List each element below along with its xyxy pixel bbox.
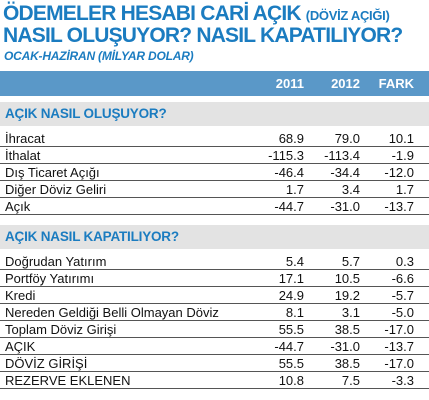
value-2012: -113.4 [324, 148, 360, 163]
value-2012: 19.2 [334, 288, 360, 303]
table-row: DÖVİZ GİRİŞİ 55.5 38.5 -17.0 [0, 356, 429, 372]
row-label: Doğrudan Yatırım [5, 254, 107, 269]
value-2011: 55.5 [278, 322, 304, 337]
table-row: AÇIK -44.7 -31.0 -13.7 [0, 339, 429, 355]
value-2012: 5.7 [341, 254, 360, 269]
value-fark: -17.0 [384, 356, 414, 371]
page-subtitle: OCAK-HAZİRAN (MİLYAR DOLAR) [4, 49, 194, 63]
value-fark: -1.9 [391, 148, 414, 163]
value-2012: -34.4 [330, 165, 360, 180]
value-2012: 7.5 [341, 373, 360, 388]
title-main: ÖDEMELER HESABI CARİ AÇIK [3, 2, 302, 25]
value-2011: 1.7 [285, 182, 304, 197]
row-label: Açık [5, 199, 31, 214]
row-label: Dış Ticaret Açığı [5, 165, 100, 180]
table-row: İthalat -115.3 -113.4 -1.9 [0, 148, 429, 164]
value-2011: 8.1 [285, 305, 304, 320]
value-fark: -13.7 [384, 339, 414, 354]
table-row: Toplam Döviz Girişi 55.5 38.5 -17.0 [0, 322, 429, 338]
row-label: Portföy Yatırımı [5, 271, 95, 286]
section-header-financing: AÇIK NASIL KAPATILIYOR? [0, 225, 429, 249]
column-header-2011: 2011 [275, 76, 304, 91]
table-row: Portföy Yatırımı 17.1 10.5 -6.6 [0, 271, 429, 287]
column-header-fark: FARK [378, 76, 414, 91]
value-fark: -6.6 [391, 271, 414, 286]
table-row: İhracat 68.9 79.0 10.1 [0, 131, 429, 147]
value-fark: 1.7 [395, 182, 414, 197]
page-title-line2: NASIL OLUŞUYOR? NASIL KAPATILIYOR? [3, 24, 403, 47]
value-2011: 10.8 [278, 373, 304, 388]
row-label: İthalat [5, 148, 41, 163]
value-2011: -115.3 [268, 148, 304, 163]
row-label: İhracat [5, 131, 45, 146]
value-2012: 3.4 [341, 182, 360, 197]
table-row: REZERVE EKLENEN 10.8 7.5 -3.3 [0, 373, 429, 389]
title-sub: (DÖVİZ AÇIĞI) [305, 8, 390, 23]
section-title: AÇIK NASIL OLUŞUYOR? [5, 106, 167, 121]
value-2011: -44.7 [274, 199, 304, 214]
table-row: Kredi 24.9 19.2 -5.7 [0, 288, 429, 304]
page-title-line1: ÖDEMELER HESABI CARİ AÇIK (DÖVİZ AÇIĞI) [3, 2, 390, 26]
row-label: Nereden Geldiği Belli Olmayan Döviz [5, 305, 219, 320]
value-fark: -12.0 [384, 165, 414, 180]
value-2012: 10.5 [334, 271, 360, 286]
value-2011: 24.9 [278, 288, 304, 303]
value-2011: 5.4 [285, 254, 304, 269]
column-header-2012: 2012 [331, 76, 360, 91]
value-2012: 38.5 [334, 356, 360, 371]
value-2011: 55.5 [278, 356, 304, 371]
table-row: Açık -44.7 -31.0 -13.7 [0, 199, 429, 215]
value-2012: 79.0 [334, 131, 360, 146]
section-title: AÇIK NASIL KAPATILIYOR? [5, 229, 179, 244]
value-fark: 10.1 [388, 131, 414, 146]
value-2012: 38.5 [334, 322, 360, 337]
value-fark: -5.7 [391, 288, 414, 303]
value-fark: 0.3 [395, 254, 414, 269]
row-label: DÖVİZ GİRİŞİ [5, 356, 88, 371]
table-row: Doğrudan Yatırım 5.4 5.7 0.3 [0, 254, 429, 270]
row-label: REZERVE EKLENEN [5, 373, 131, 388]
value-fark: -5.0 [391, 305, 414, 320]
row-label: Kredi [5, 288, 36, 303]
value-fark: -3.3 [391, 373, 414, 388]
section-header-deficit: AÇIK NASIL OLUŞUYOR? [0, 102, 429, 126]
value-fark: -17.0 [384, 322, 414, 337]
row-label: Diğer Döviz Geliri [5, 182, 107, 197]
row-label: AÇIK [5, 339, 36, 354]
value-2012: -31.0 [330, 339, 360, 354]
table-row: Nereden Geldiği Belli Olmayan Döviz 8.1 3.… [0, 305, 429, 321]
value-2011: -46.4 [274, 165, 304, 180]
column-header-bar: 2011 2012 FARK [0, 71, 429, 96]
value-2011: 17.1 [278, 271, 304, 286]
value-2012: 3.1 [341, 305, 360, 320]
value-2011: -44.7 [274, 339, 304, 354]
value-2011: 68.9 [278, 131, 304, 146]
value-2012: -31.0 [330, 199, 360, 214]
row-label: Toplam Döviz Girişi [5, 322, 117, 337]
table-row: Dış Ticaret Açığı -46.4 -34.4 -12.0 [0, 165, 429, 181]
table-row: Diğer Döviz Geliri 1.7 3.4 1.7 [0, 182, 429, 198]
value-fark: -13.7 [384, 199, 414, 214]
